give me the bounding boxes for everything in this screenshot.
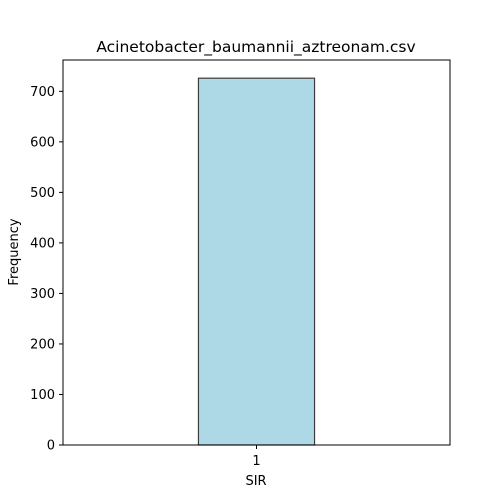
y-tick-label: 500 (30, 186, 55, 201)
y-tick-label: 0 (47, 439, 55, 454)
bars (197, 77, 316, 446)
y-axis-label: Frequency (7, 218, 22, 285)
y-axis-ticks: 0 100 200 300 400 500 600 700 (30, 85, 63, 454)
y-tick-label: 300 (30, 287, 55, 302)
y-tick-label: 600 (30, 135, 55, 150)
y-tick-label: 400 (30, 236, 55, 251)
plot-frame (62, 59, 451, 446)
bar (197, 77, 316, 446)
y-tick-label: 100 (30, 388, 55, 403)
chart-title: Acinetobacter_baumannii_aztreonam.csv (96, 38, 415, 57)
x-tick-label: 1 (252, 454, 260, 469)
y-tick-label: 700 (30, 85, 55, 100)
y-tick-label: 200 (30, 337, 55, 352)
x-axis-ticks: 1 (252, 445, 261, 469)
x-axis-label: SIR (245, 474, 266, 489)
